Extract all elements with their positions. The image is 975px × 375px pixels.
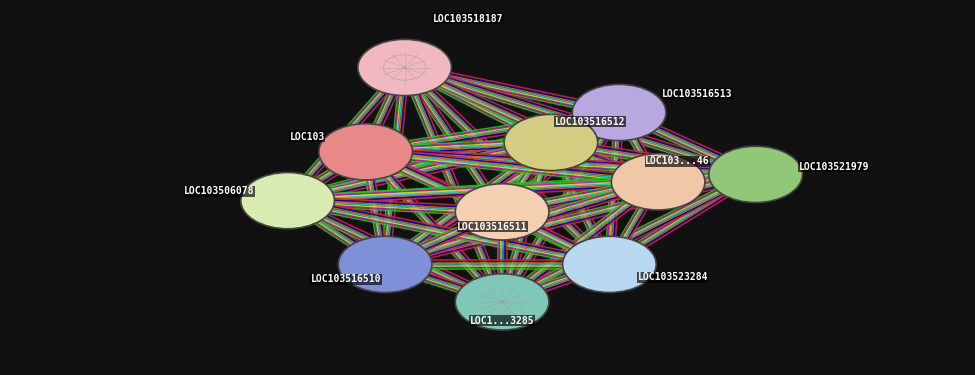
Text: LOC103521979: LOC103521979 bbox=[799, 162, 869, 172]
Text: LOC103...46: LOC103...46 bbox=[645, 156, 710, 166]
Ellipse shape bbox=[319, 124, 412, 180]
Ellipse shape bbox=[338, 236, 432, 292]
Ellipse shape bbox=[563, 236, 656, 292]
Text: LOC103523284: LOC103523284 bbox=[638, 273, 708, 282]
Text: LOC103516513: LOC103516513 bbox=[662, 89, 732, 99]
Text: LOC103516512: LOC103516512 bbox=[555, 117, 625, 127]
Ellipse shape bbox=[572, 84, 666, 141]
Ellipse shape bbox=[611, 154, 705, 210]
Ellipse shape bbox=[709, 146, 802, 202]
Text: LOC103518187: LOC103518187 bbox=[433, 14, 503, 24]
Ellipse shape bbox=[455, 184, 549, 240]
Text: LOC103516510: LOC103516510 bbox=[311, 274, 381, 284]
Ellipse shape bbox=[241, 172, 334, 229]
Ellipse shape bbox=[455, 274, 549, 330]
Text: LOC103506078: LOC103506078 bbox=[184, 186, 254, 196]
Text: LOC103516511: LOC103516511 bbox=[457, 222, 527, 232]
Ellipse shape bbox=[504, 114, 598, 171]
Text: LOC103: LOC103 bbox=[290, 132, 325, 142]
Ellipse shape bbox=[358, 39, 451, 96]
Text: LOC1...3285: LOC1...3285 bbox=[470, 316, 534, 326]
